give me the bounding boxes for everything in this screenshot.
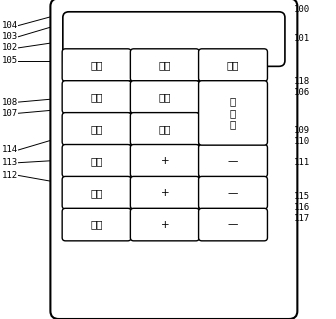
Text: 110: 110: [294, 137, 310, 146]
Text: 洗茶: 洗茶: [90, 124, 103, 134]
Text: —: —: [228, 156, 238, 166]
Text: —: —: [228, 219, 238, 230]
FancyBboxPatch shape: [130, 145, 199, 177]
FancyBboxPatch shape: [130, 81, 199, 113]
FancyBboxPatch shape: [62, 49, 131, 81]
Text: 111: 111: [294, 158, 310, 167]
Text: 黑茶: 黑茶: [90, 92, 103, 102]
FancyBboxPatch shape: [130, 113, 199, 145]
FancyBboxPatch shape: [62, 81, 131, 113]
Text: 时间: 时间: [90, 188, 103, 198]
FancyBboxPatch shape: [199, 49, 267, 81]
Text: 116: 116: [294, 203, 310, 212]
Text: 泡茶: 泡茶: [159, 124, 171, 134]
Text: 114: 114: [2, 145, 18, 154]
Text: 104: 104: [2, 21, 18, 30]
FancyBboxPatch shape: [63, 12, 285, 66]
FancyBboxPatch shape: [199, 176, 267, 209]
Text: 105: 105: [2, 56, 18, 65]
Text: 117: 117: [294, 214, 310, 223]
Text: 103: 103: [2, 32, 18, 41]
Text: +: +: [161, 219, 169, 230]
Text: 白茶: 白茶: [227, 60, 239, 70]
Text: 101: 101: [294, 34, 310, 43]
Text: 红茶: 红茶: [159, 60, 171, 70]
Text: 自
定
文: 自 定 文: [230, 96, 236, 130]
FancyBboxPatch shape: [199, 145, 267, 177]
Text: 107: 107: [2, 109, 18, 118]
FancyBboxPatch shape: [50, 0, 297, 319]
FancyBboxPatch shape: [62, 176, 131, 209]
Text: 112: 112: [2, 171, 18, 180]
Text: 113: 113: [2, 158, 18, 167]
Text: 108: 108: [2, 98, 18, 107]
FancyBboxPatch shape: [199, 81, 267, 145]
Text: —: —: [228, 188, 238, 198]
Text: 106: 106: [294, 88, 310, 97]
FancyBboxPatch shape: [130, 176, 199, 209]
FancyBboxPatch shape: [130, 49, 199, 81]
Text: 118: 118: [294, 77, 310, 86]
Text: 水量: 水量: [90, 219, 103, 230]
Text: 清洗: 清洗: [159, 92, 171, 102]
Text: 100: 100: [294, 5, 310, 14]
FancyBboxPatch shape: [62, 208, 131, 241]
Text: 109: 109: [294, 126, 310, 135]
FancyBboxPatch shape: [62, 113, 131, 145]
Text: 绿茶: 绿茶: [90, 60, 103, 70]
FancyBboxPatch shape: [62, 145, 131, 177]
Text: +: +: [161, 188, 169, 198]
Text: 115: 115: [294, 192, 310, 201]
Text: 102: 102: [2, 43, 18, 52]
FancyBboxPatch shape: [130, 208, 199, 241]
FancyBboxPatch shape: [199, 208, 267, 241]
Text: +: +: [161, 156, 169, 166]
Text: 温度: 温度: [90, 156, 103, 166]
